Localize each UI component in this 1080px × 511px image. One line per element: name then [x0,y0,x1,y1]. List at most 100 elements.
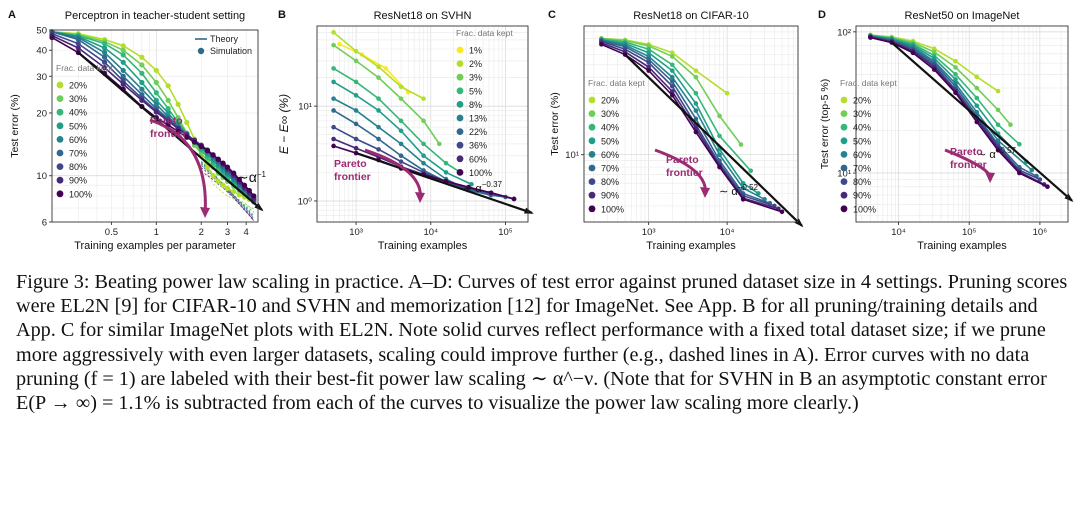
p1-legend-label-2%: 2% [469,59,482,69]
p2-fit-exponent: −0.52 [738,183,759,192]
p0-point-90% [120,81,126,87]
p0-point-70% [139,91,145,98]
p0-fit-label: ∼α−1 [237,169,267,185]
p3-point-30% [953,65,958,70]
p3-legend-marker-90% [840,191,848,199]
p0-legend-label-90%: 90% [69,176,87,186]
p2-fit-line [624,53,803,227]
panel-a: ∼α−1 Pareto frontier 0.5 1 2 3 4 6 10 20 30 40 50 Trai… [0,0,270,262]
p0-point-70% [75,36,81,43]
p3-legend-marker-40% [840,123,848,131]
p0-point-100% [236,176,242,183]
p1-ytick-label: 10⁰ [298,196,313,207]
p1-point-36% [353,136,359,142]
p1-point-3% [398,96,404,101]
p3-legend-marker-50% [840,137,848,145]
p1-point-2% [353,48,359,54]
p2-point-30% [646,43,651,49]
p0-legend-label-70%: 70% [69,149,87,159]
p3-point-30% [974,85,980,91]
p2-point-100% [717,164,722,170]
p0-xtick-label: 0.5 [105,227,118,238]
p0-point-90% [101,65,108,71]
p0-point-50% [139,79,145,86]
p1-point-5% [443,160,449,166]
p0-point-40% [139,70,145,76]
p1-legend-label-60%: 60% [469,154,487,164]
p2-point-20% [669,50,675,56]
p2-point-70% [693,116,699,122]
p2-xtick-label: 10³ [642,227,656,238]
p2-point-50% [646,50,651,56]
p2-point-20% [693,68,699,73]
p0-legend-label-100%: 100% [69,189,92,199]
p0-legend-marker-70% [56,149,64,157]
p2-point-90% [669,89,675,94]
p0-point-40% [153,90,159,96]
p3-title: ResNet50 on ImageNet [905,10,1020,22]
p2-legend-marker-70% [588,164,596,172]
p0-ytick-label: 10 [36,171,47,182]
p0-point-20% [215,178,221,184]
p1-line-1% [339,43,409,93]
p3-point-40% [1017,141,1022,147]
p1-legend-label-13%: 13% [469,114,487,124]
p3-series-100% [868,35,1050,190]
p2-line-60% [601,39,765,201]
p0-legend-label-40%: 40% [69,108,87,118]
p1-point-36% [331,124,336,130]
p3-point-100% [1045,184,1050,190]
p3-point-30% [931,49,937,55]
p0-point-20% [210,173,216,179]
p0-point-90% [165,118,171,124]
p2-point-60% [717,152,722,158]
p0-point-90% [75,45,81,51]
p3-legend-marker-20% [840,96,848,104]
p1-legend-label-36%: 36% [469,141,487,151]
p0-point-20% [224,185,231,191]
p2-legend-label-100%: 100% [601,204,624,214]
p1-point-8% [353,93,359,98]
p2-point-80% [646,60,651,65]
p2-legend-marker-30% [588,110,596,117]
p0-point-60% [120,67,126,74]
p2-line-80% [601,40,775,207]
p2-legend-marker-80% [588,178,596,186]
p0-point-40% [120,52,126,58]
p0-xlabel: Training examples per parameter [74,240,236,252]
p2-line-70% [601,39,771,204]
p2-point-80% [669,84,675,89]
p1-legend-marker-60% [456,155,464,163]
p0-point-40% [101,41,108,47]
p1-point-5% [376,96,381,101]
p1-point-3% [353,58,359,64]
p0-legend-label-80%: 80% [69,162,87,172]
p0-point-30% [153,79,159,86]
p3-legend-marker-80% [840,178,848,186]
p2-point-60% [669,74,675,80]
p1-line-3% [333,44,440,145]
p3-point-50% [953,77,958,82]
p0-point-100% [215,156,221,162]
p3-xtick-label: 10⁵ [962,227,977,238]
p2-legend-label-60%: 60% [601,150,619,160]
p0-point-20% [120,43,126,49]
p2-legend: Frac. data kept 20% 30% 40% 50% 60% 70% 80% 90% 1… [588,78,645,214]
p3-pareto-label-0: Pareto [950,146,983,158]
p2-xtick-label: 10⁴ [720,227,735,238]
p2-point-100% [669,92,675,98]
p3-ytick-label: 10² [837,27,851,38]
p0-point-30% [139,62,145,68]
p3-legend-label-40%: 40% [853,123,871,133]
p1-point-1% [337,41,342,47]
p0-panel-letter: A [8,9,16,21]
p3-xtick-label: 10⁶ [1033,227,1048,238]
p1-point-2% [376,64,381,70]
p1-point-5% [421,141,426,147]
p0-point-50% [101,45,108,51]
panel-a-dashed-30% [200,162,255,210]
p1-pareto-label-1: frontier [334,171,371,183]
